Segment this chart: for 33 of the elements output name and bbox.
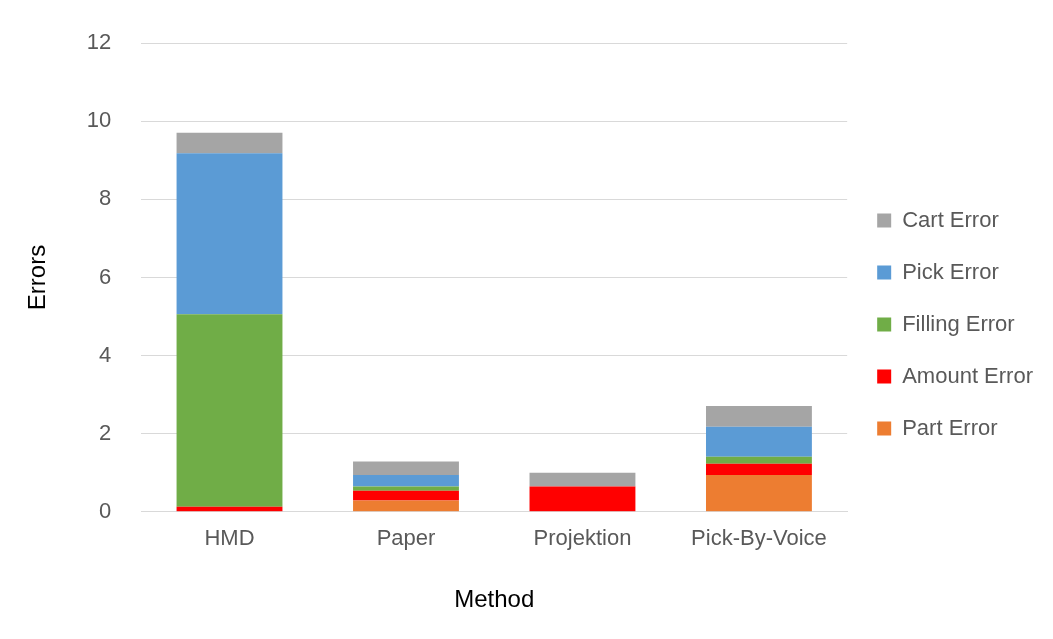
bar bbox=[176, 153, 283, 315]
y-tick-label: 6 bbox=[99, 263, 112, 289]
legend-label: Pick Error bbox=[902, 258, 999, 284]
legend-label: Cart Error bbox=[902, 206, 999, 232]
bar bbox=[706, 456, 812, 464]
bar bbox=[176, 132, 283, 154]
bar bbox=[353, 490, 459, 501]
bar bbox=[176, 314, 283, 507]
legend-label: Filling Error bbox=[902, 310, 1015, 336]
y-tick-label: 0 bbox=[99, 497, 112, 523]
bar bbox=[706, 463, 812, 476]
x-tick-label: Pick-By-Voice bbox=[691, 525, 827, 551]
y-tick-label: 8 bbox=[99, 185, 112, 211]
legend-label: Part Error bbox=[902, 414, 998, 440]
legend-label: Amount Error bbox=[902, 362, 1034, 388]
y-tick-label: 4 bbox=[99, 341, 112, 367]
y-tick-label: 2 bbox=[99, 419, 112, 445]
bar bbox=[706, 475, 812, 512]
x-tick-label: Projektion bbox=[533, 525, 632, 551]
y-tick-label: 12 bbox=[86, 29, 112, 55]
bar bbox=[353, 486, 459, 491]
x-tick-label: HMD bbox=[204, 525, 255, 551]
bar bbox=[529, 472, 636, 487]
bar bbox=[353, 475, 459, 487]
bar bbox=[706, 426, 812, 457]
y-axis-title: Errors bbox=[23, 244, 51, 311]
bar bbox=[529, 486, 636, 512]
y-tick-label: 10 bbox=[86, 107, 112, 133]
bar bbox=[353, 500, 459, 512]
bar bbox=[706, 405, 812, 427]
bar bbox=[353, 461, 459, 476]
x-tick-label: Paper bbox=[376, 525, 436, 551]
x-axis-title: Method bbox=[454, 585, 535, 613]
